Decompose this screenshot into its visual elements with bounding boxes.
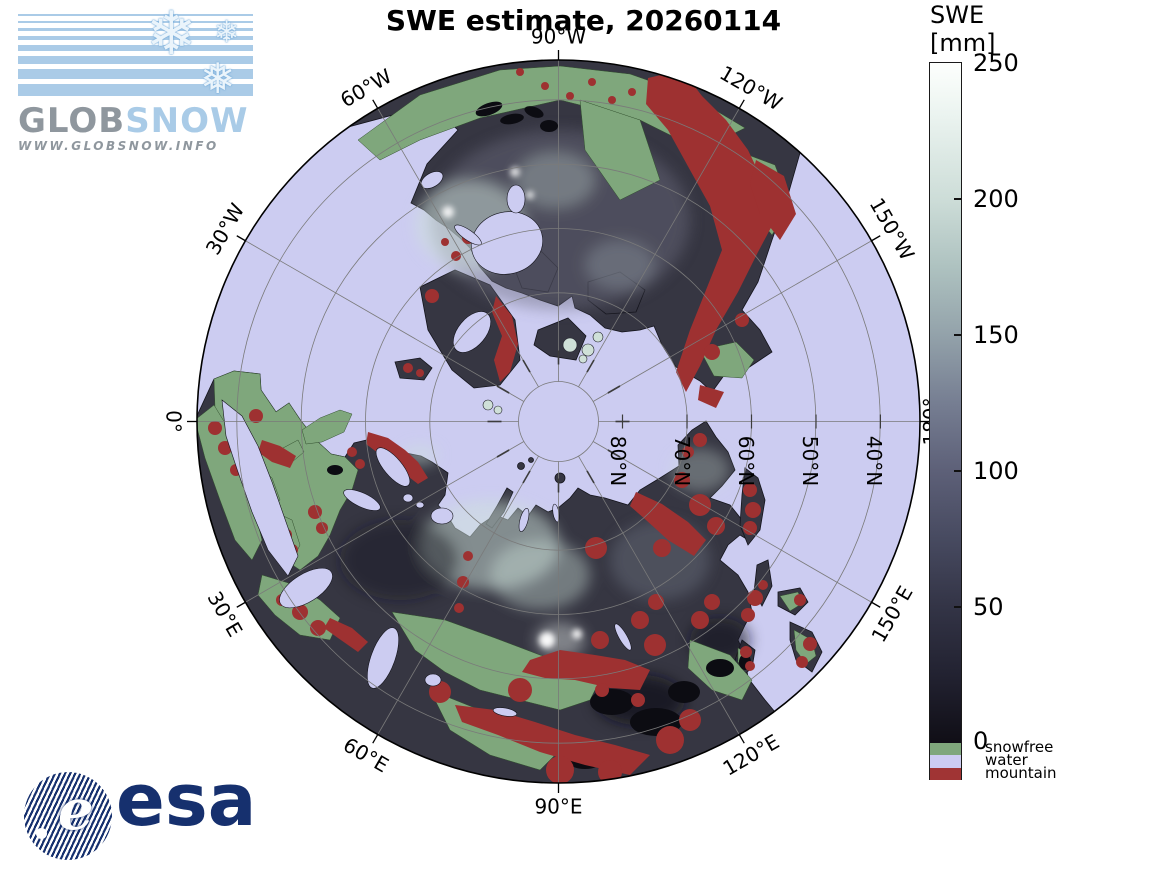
meridian-edge-ticks [187,50,930,793]
graticule-80n-ticks [487,350,630,493]
globsnow-logo: ❄ ❄ ❅ GLOBSNOW WWW.GLOBSNOW.INFO [18,4,263,153]
legend-swatch-snowfree [930,743,961,756]
meridian-label: 90°W [531,25,586,49]
colorbar-gradient [930,63,961,743]
colorbar-tick-label: 150 [973,321,1019,349]
colorbar-tick [954,334,961,336]
colorbar-tick-label: 200 [973,185,1019,213]
snowflake-icon: ❄ [146,0,197,69]
legend-label-water: water [985,751,1028,769]
colorbar-title: SWE [mm] [930,1,996,57]
globsnow-wordmark: GLOBSNOW [18,104,249,138]
map-graticule [197,60,920,783]
colorbar-tick [954,198,961,200]
page-title: SWE estimate, 20260114 [385,4,782,37]
colorbar-bar [929,62,962,781]
map-content [197,60,920,783]
snowflake-icon: ❄ [214,15,240,50]
legend-swatch-mountain [930,767,961,781]
parallel-label: 50°N [798,436,822,486]
parallel-label: 70°N [670,436,694,486]
esa-logo: e esa [24,764,256,865]
esa-globe-icon: e [24,772,112,860]
esa-globe-e: e [58,777,94,843]
arctic-islets [482,331,604,415]
legend-label-snowfree: snowfree [985,738,1054,756]
parallel-label: 40°N [862,436,886,486]
esa-wordmark: esa [116,758,257,842]
colorbar-tick-label: 250 [973,49,1019,77]
colorbar-tick-label: 0 [973,727,989,755]
meridian-label: 90°E [534,795,582,819]
globsnow-wordmark-snow: SNOW [125,101,249,141]
parallel-label: 80°N [606,436,630,486]
parallel-labels: 80°N 70°N 60°N 50°N 40°N [606,436,886,486]
globsnow-url: WWW.GLOBSNOW.INFO [18,139,219,153]
inland-water [221,171,632,717]
colorbar-tick-label: 100 [973,457,1019,485]
legend-label-mountain: mountain [985,764,1057,782]
legend-swatch-water [930,755,961,768]
globsnow-stripes [18,14,253,101]
colorbar-tick [954,606,961,608]
colorbar-tick [954,470,961,472]
map-outline [196,59,921,784]
esa-globe-dot [36,828,47,839]
snowflake-icon: ❅ [200,54,236,103]
latitude-ticks [621,414,882,429]
colorbar-title-line2: [mm] [930,28,996,57]
colorbar-tick-label: 50 [973,593,1004,621]
globsnow-wordmark-glob: GLOB [18,101,126,141]
parallel-label: 60°N [734,436,758,486]
meridian-label: 0° [162,410,186,433]
colorbar-title-line1: SWE [930,1,985,29]
land-mountain [208,68,817,783]
swe-bright-spots [442,167,582,648]
